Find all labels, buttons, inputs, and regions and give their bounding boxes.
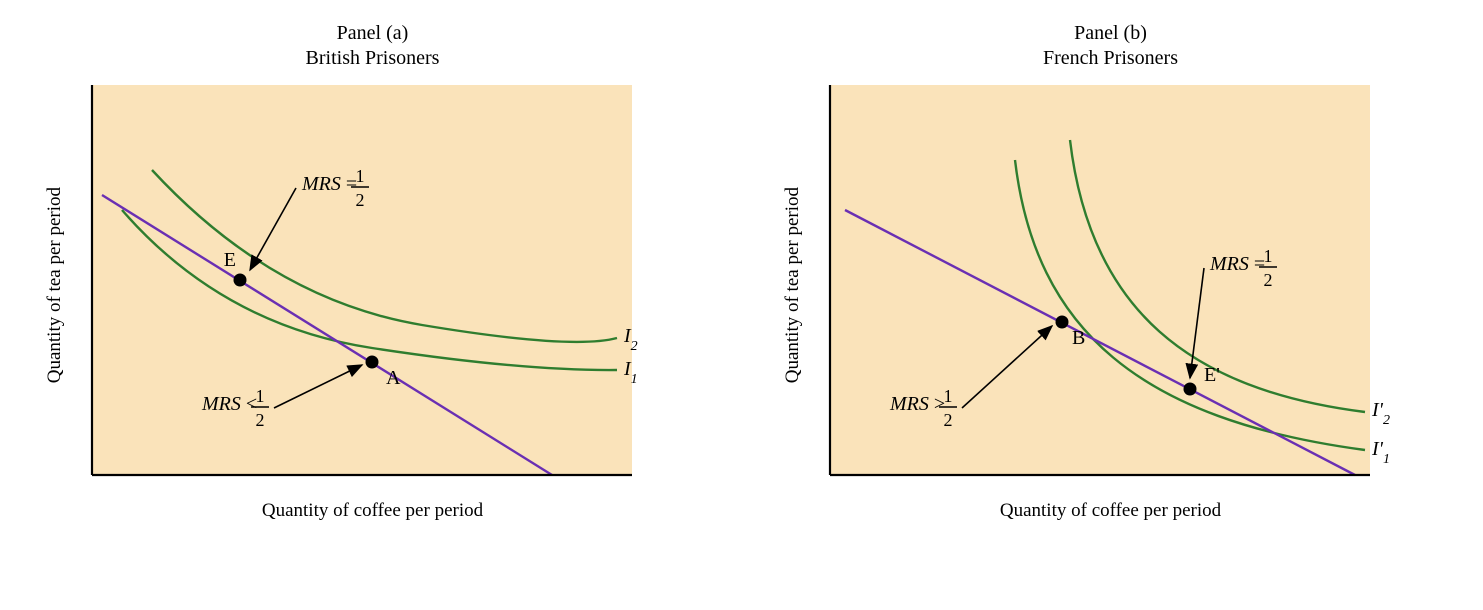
svg-text:1: 1 (1263, 246, 1272, 266)
chart-svg: I'1I'2BE'MRS = 12MRS > 12 (810, 80, 1440, 490)
mrs-lt-half-label: MRS < (201, 393, 257, 415)
svg-text:1: 1 (255, 386, 264, 406)
panel-title-2: British Prisoners (306, 47, 440, 70)
mrs-eq-half-b-label: MRS = (1209, 253, 1265, 275)
point-label-B: B (1072, 327, 1085, 349)
point-E (233, 274, 246, 287)
y-axis-label: Quantity of tea per period (44, 187, 66, 383)
point-label-A: A (386, 367, 401, 389)
panel-title-1: Panel (a) (306, 22, 440, 45)
curve-label-Ip1: I'1 (1371, 438, 1390, 467)
mrs-eq-half-label: MRS = (301, 173, 357, 195)
point-A (365, 356, 378, 369)
curve-label-Ip2: I'2 (1371, 399, 1390, 428)
point-B (1055, 316, 1068, 329)
mrs-gt-half-label: MRS > (889, 393, 945, 415)
chart-svg: I1I2EAMRS = 12MRS < 12 (72, 80, 702, 490)
x-axis-label: Quantity of coffee per period (1000, 500, 1221, 522)
point-label-Ep: E' (1204, 364, 1220, 386)
plot-bg (92, 85, 632, 475)
point-label-E: E (223, 249, 235, 271)
svg-text:2: 2 (1263, 270, 1272, 290)
svg-text:1: 1 (943, 386, 952, 406)
plot-bg (830, 85, 1370, 475)
svg-text:2: 2 (943, 410, 952, 430)
panel-b: Panel (b)French Prisoners Quantity of tea… (782, 20, 1440, 522)
panel-title-1: Panel (b) (1043, 22, 1178, 45)
svg-text:2: 2 (255, 410, 264, 430)
panel-title-2: French Prisoners (1043, 47, 1178, 70)
svg-text:1: 1 (355, 166, 364, 186)
point-Ep (1183, 383, 1196, 396)
panel-a: Panel (a)British Prisoners Quantity of te… (44, 20, 702, 522)
y-axis-label: Quantity of tea per period (782, 187, 804, 383)
svg-text:2: 2 (355, 190, 364, 210)
x-axis-label: Quantity of coffee per period (262, 500, 483, 522)
